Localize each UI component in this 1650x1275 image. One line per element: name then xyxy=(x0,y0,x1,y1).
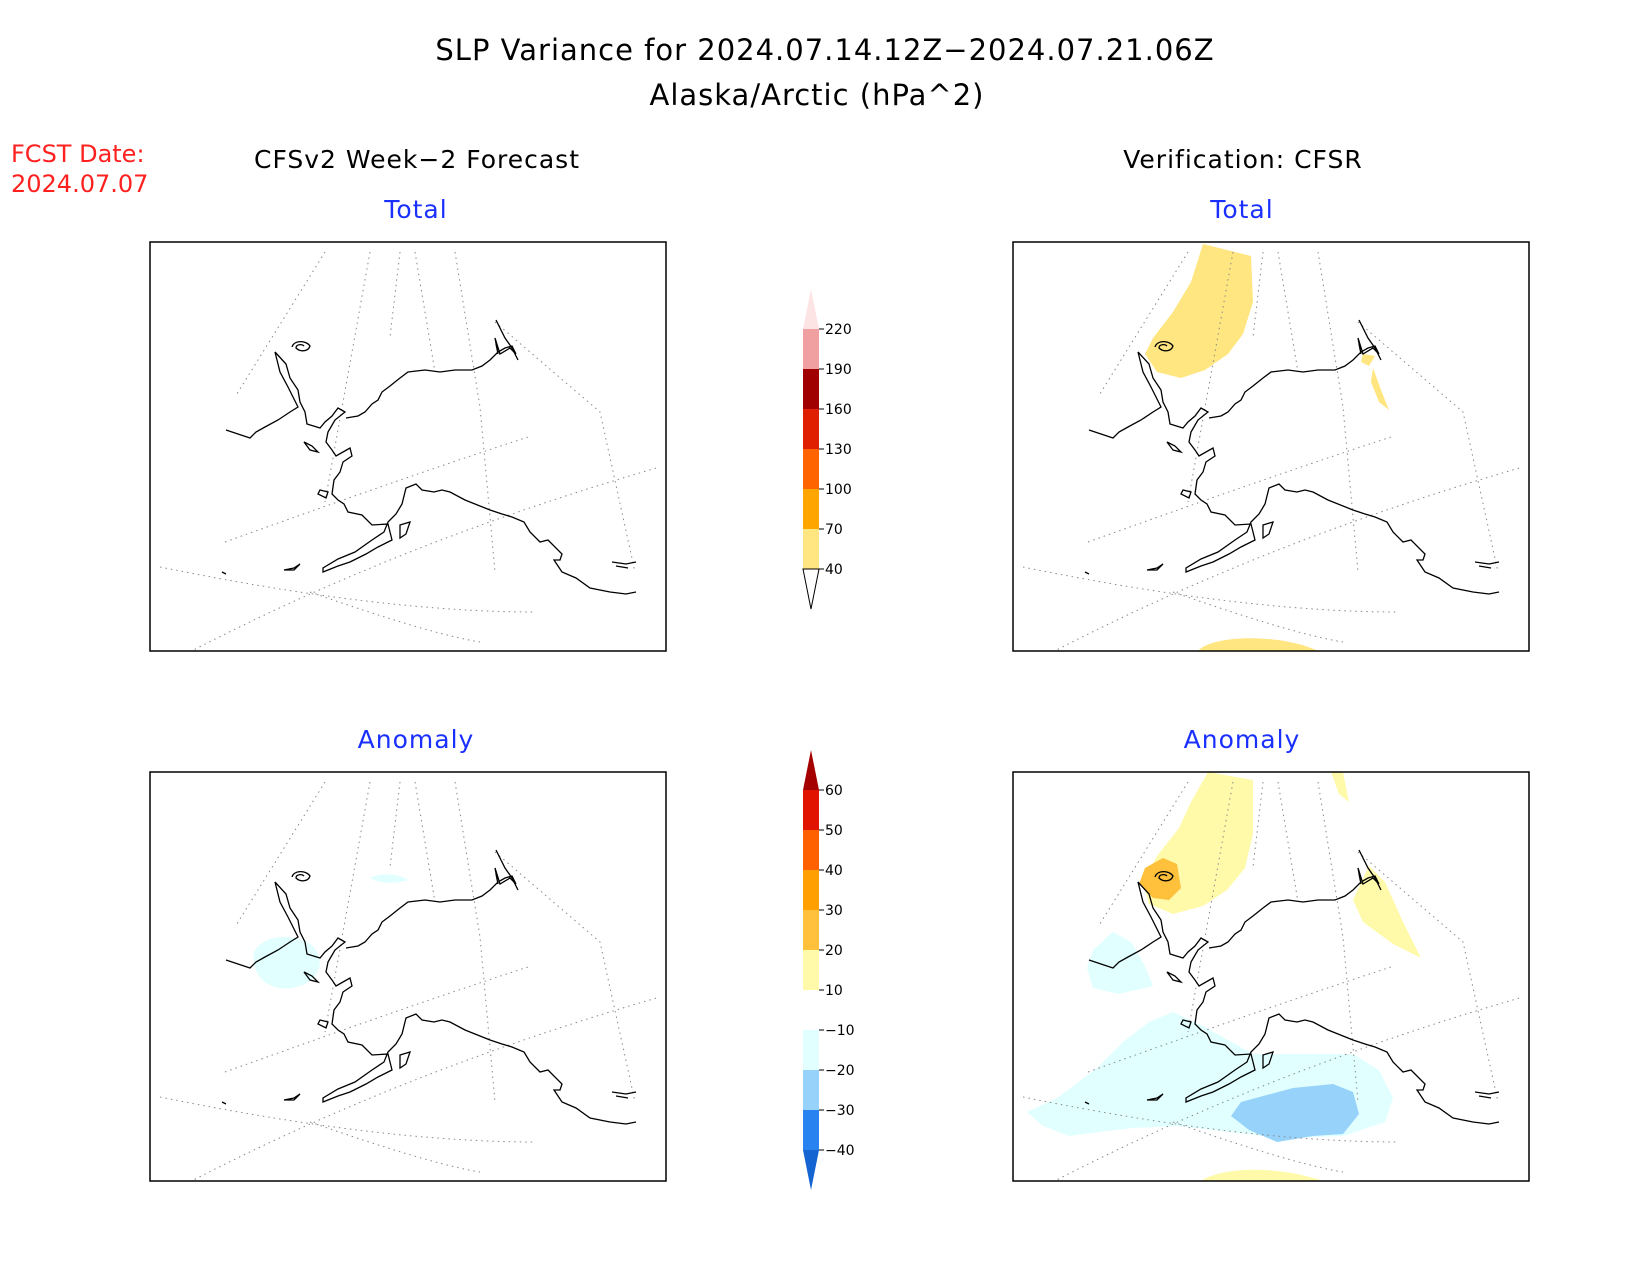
anomaly-colorbar-tick-label: −40 xyxy=(825,1143,855,1159)
anomaly-colorbar-lower-arrow xyxy=(803,1150,819,1190)
anomaly-colorbar-swatch xyxy=(803,1030,819,1070)
anomaly-colorbar-swatch xyxy=(803,870,819,910)
anomaly-colorbar-tick-label: 10 xyxy=(825,983,843,999)
total-colorbar-swatch xyxy=(803,529,819,569)
anomaly-colorbar-swatch xyxy=(803,830,819,870)
anomaly-colorbar-tick-label: 30 xyxy=(825,903,843,919)
anomaly-colorbar-tick-label: −30 xyxy=(825,1103,855,1119)
anomaly-shading xyxy=(1027,772,1421,1181)
anomaly-colorbar-swatch xyxy=(803,1110,819,1150)
verification-anomaly-map xyxy=(1012,771,1530,1182)
total-colorbar-swatch xyxy=(803,409,819,449)
total-colorbar-lower-arrow xyxy=(802,568,820,610)
total-colorbar-tick-label: 220 xyxy=(825,322,852,338)
total-colorbar-tick-label: 160 xyxy=(825,402,852,418)
total-colorbar-swatch xyxy=(803,449,819,489)
total-colorbar-tick-label: 40 xyxy=(825,562,843,578)
anomaly-colorbar-tick-label: 60 xyxy=(825,783,843,799)
anomaly-colorbar-tick-label: 40 xyxy=(825,863,843,879)
total-colorbar: 40 70 100 130 160 190 220 xyxy=(802,289,852,610)
total-colorbar-swatch xyxy=(803,369,819,409)
anomaly-colorbar: −40 −30 −20 −10 10 20 30 40 50 60 xyxy=(803,750,855,1190)
anomaly-colorbar-swatch xyxy=(803,790,819,830)
anomaly-colorbar-swatch xyxy=(803,910,819,950)
verification-anomaly-subtitle: Anomaly xyxy=(1184,725,1301,754)
anomaly-colorbar-tick-label: 50 xyxy=(825,823,843,839)
figure-subtitle: Alaska/Arctic (hPa^2) xyxy=(650,78,985,112)
figure-title: SLP Variance for 2024.07.14.12Z−2024.07.… xyxy=(435,33,1214,67)
anomaly-colorbar-upper-arrow xyxy=(803,750,819,790)
total-colorbar-upper-arrow xyxy=(803,289,819,329)
total-colorbar-tick-label: 190 xyxy=(825,362,852,378)
verification-column-heading: Verification: CFSR xyxy=(1123,145,1362,174)
anomaly-colorbar-tick-label: −10 xyxy=(825,1023,855,1039)
total-colorbar-tick-label: 100 xyxy=(825,482,852,498)
anomaly-colorbar-swatch xyxy=(803,1070,819,1110)
total-colorbar-tick-label: 130 xyxy=(825,442,852,458)
fcst-date-value: 2024.07.07 xyxy=(11,170,148,198)
total-colorbar-swatch xyxy=(803,329,819,369)
forecast-total-map xyxy=(149,241,667,652)
forecast-total-subtitle: Total xyxy=(383,195,447,224)
fcst-date-label: FCST Date: xyxy=(11,140,145,168)
verification-total-map xyxy=(1012,241,1530,652)
anomaly-shading xyxy=(253,874,408,989)
forecast-anomaly-subtitle: Anomaly xyxy=(358,725,475,754)
forecast-anomaly-map xyxy=(149,771,667,1182)
anomaly-colorbar-tick-label: 20 xyxy=(825,943,843,959)
total-colorbar-swatch xyxy=(803,489,819,529)
anomaly-colorbar-swatch xyxy=(803,990,819,1030)
total-colorbar-tick-label: 70 xyxy=(825,522,843,538)
anomaly-colorbar-swatch xyxy=(803,950,819,990)
forecast-column-heading: CFSv2 Week−2 Forecast xyxy=(254,145,580,174)
anomaly-colorbar-tick-label: −20 xyxy=(825,1063,855,1079)
verification-total-subtitle: Total xyxy=(1209,195,1273,224)
